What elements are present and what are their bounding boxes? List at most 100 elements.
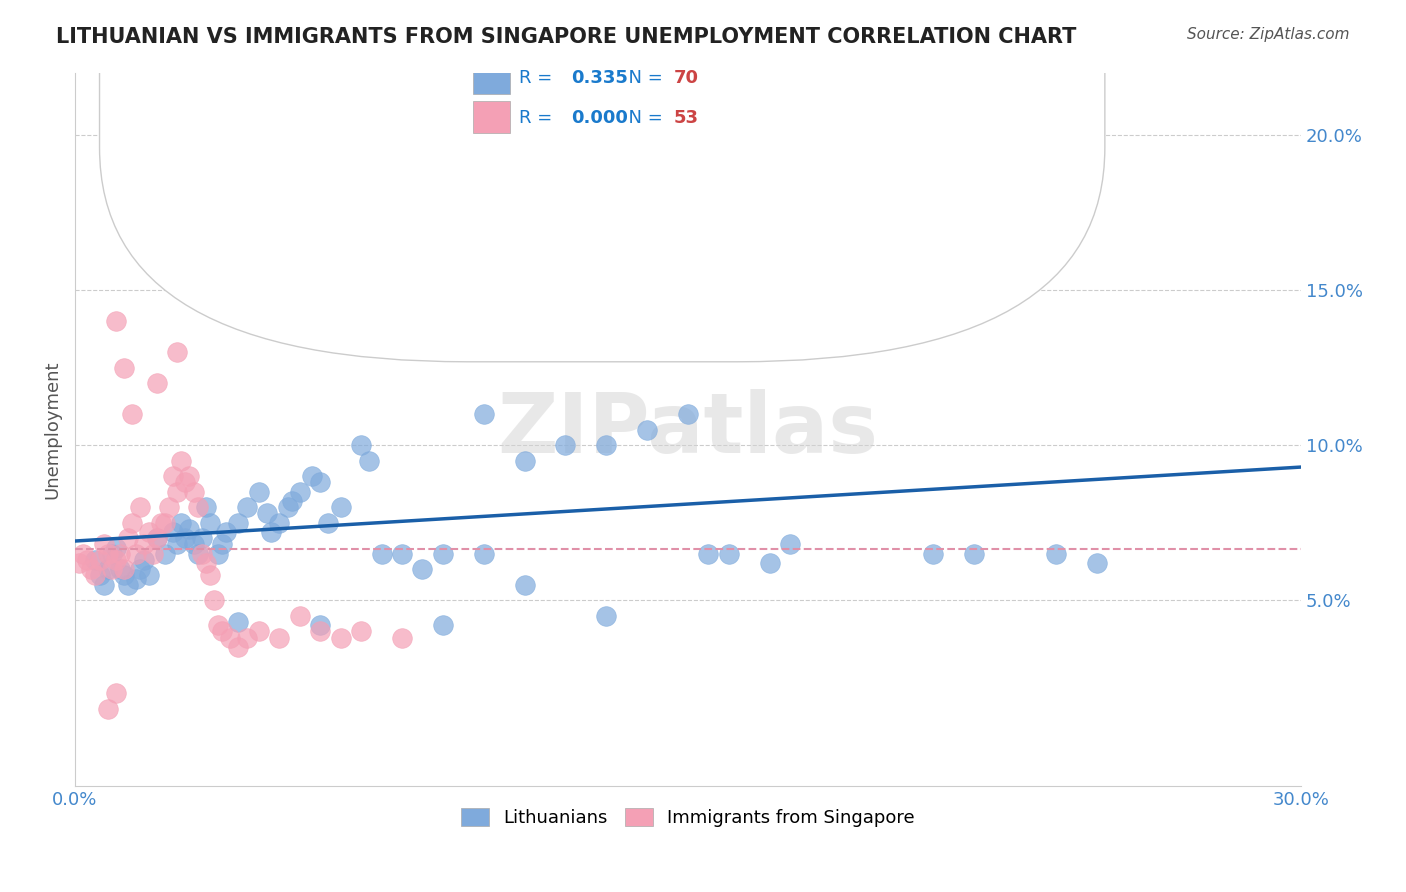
Immigrants from Singapore [269, 631, 291, 645]
Lithuanians [211, 537, 233, 551]
FancyBboxPatch shape [100, 0, 1105, 362]
Text: Source: ZipAtlas.com: Source: ZipAtlas.com [1187, 27, 1350, 42]
Immigrants from Singapore [89, 553, 111, 567]
Text: R =: R = [519, 69, 558, 87]
Immigrants from Singapore [157, 500, 180, 515]
Text: 53: 53 [673, 109, 699, 127]
Immigrants from Singapore [108, 547, 131, 561]
Immigrants from Singapore [129, 500, 152, 515]
Immigrants from Singapore [350, 624, 373, 639]
Lithuanians [697, 547, 720, 561]
Immigrants from Singapore [104, 686, 127, 700]
Lithuanians [247, 484, 270, 499]
Lithuanians [329, 500, 352, 515]
Lithuanians [276, 500, 298, 515]
Lithuanians [108, 562, 131, 576]
Lithuanians [153, 547, 176, 561]
Lithuanians [800, 268, 823, 282]
Immigrants from Singapore [247, 624, 270, 639]
Legend: Lithuanians, Immigrants from Singapore: Lithuanians, Immigrants from Singapore [454, 801, 922, 835]
Immigrants from Singapore [104, 553, 127, 567]
Lithuanians [359, 453, 381, 467]
Immigrants from Singapore [166, 345, 188, 359]
Immigrants from Singapore [93, 537, 115, 551]
Lithuanians [112, 568, 135, 582]
Lithuanians [166, 537, 188, 551]
Lithuanians [513, 578, 536, 592]
Immigrants from Singapore [211, 624, 233, 639]
Lithuanians [179, 522, 201, 536]
Immigrants from Singapore [198, 568, 221, 582]
Lithuanians [676, 407, 699, 421]
Immigrants from Singapore [202, 593, 225, 607]
Text: ZIPatlas: ZIPatlas [498, 389, 879, 470]
Lithuanians [301, 469, 323, 483]
Y-axis label: Unemployment: Unemployment [44, 360, 60, 499]
Text: 0.335: 0.335 [572, 69, 628, 87]
Lithuanians [93, 578, 115, 592]
Lithuanians [391, 205, 413, 219]
Immigrants from Singapore [76, 553, 98, 567]
Immigrants from Singapore [121, 516, 143, 530]
Lithuanians [215, 524, 238, 539]
Lithuanians [129, 562, 152, 576]
Immigrants from Singapore [104, 314, 127, 328]
Lithuanians [228, 516, 250, 530]
Text: N =: N = [617, 109, 668, 127]
Lithuanians [779, 537, 801, 551]
Immigrants from Singapore [174, 475, 197, 490]
Immigrants from Singapore [228, 640, 250, 654]
Immigrants from Singapore [112, 562, 135, 576]
Immigrants from Singapore [97, 702, 120, 716]
Lithuanians [432, 314, 454, 328]
Lithuanians [190, 531, 212, 545]
Immigrants from Singapore [145, 376, 167, 390]
Lithuanians [350, 438, 373, 452]
Lithuanians [513, 453, 536, 467]
Immigrants from Singapore [235, 631, 257, 645]
Lithuanians [134, 553, 156, 567]
Immigrants from Singapore [125, 547, 148, 561]
Immigrants from Singapore [170, 453, 193, 467]
Lithuanians [288, 484, 311, 499]
Immigrants from Singapore [219, 631, 242, 645]
Immigrants from Singapore [329, 631, 352, 645]
Text: R =: R = [519, 109, 558, 127]
Lithuanians [318, 516, 340, 530]
Lithuanians [717, 547, 740, 561]
Lithuanians [922, 547, 945, 561]
Lithuanians [84, 553, 107, 567]
Lithuanians [198, 516, 221, 530]
Lithuanians [235, 500, 257, 515]
Lithuanians [595, 608, 617, 623]
Immigrants from Singapore [67, 556, 90, 570]
Text: LITHUANIAN VS IMMIGRANTS FROM SINGAPORE UNEMPLOYMENT CORRELATION CHART: LITHUANIAN VS IMMIGRANTS FROM SINGAPORE … [56, 27, 1077, 46]
Immigrants from Singapore [207, 618, 229, 632]
Lithuanians [101, 547, 124, 561]
Immigrants from Singapore [121, 407, 143, 421]
Lithuanians [472, 407, 495, 421]
Immigrants from Singapore [149, 516, 172, 530]
Lithuanians [1085, 556, 1108, 570]
Immigrants from Singapore [145, 531, 167, 545]
Lithuanians [194, 500, 217, 515]
Text: N =: N = [617, 69, 668, 87]
Lithuanians [117, 578, 139, 592]
Lithuanians [758, 556, 780, 570]
Lithuanians [280, 494, 302, 508]
Bar [474, 62, 510, 95]
Immigrants from Singapore [112, 360, 135, 375]
Lithuanians [207, 547, 229, 561]
Immigrants from Singapore [179, 469, 201, 483]
Lithuanians [256, 507, 278, 521]
Text: 70: 70 [673, 69, 699, 87]
Immigrants from Singapore [153, 516, 176, 530]
Lithuanians [104, 541, 127, 555]
Lithuanians [636, 423, 658, 437]
Immigrants from Singapore [183, 484, 205, 499]
Lithuanians [554, 438, 576, 452]
Lithuanians [138, 568, 160, 582]
Immigrants from Singapore [97, 547, 120, 561]
Lithuanians [174, 531, 197, 545]
Lithuanians [183, 537, 205, 551]
